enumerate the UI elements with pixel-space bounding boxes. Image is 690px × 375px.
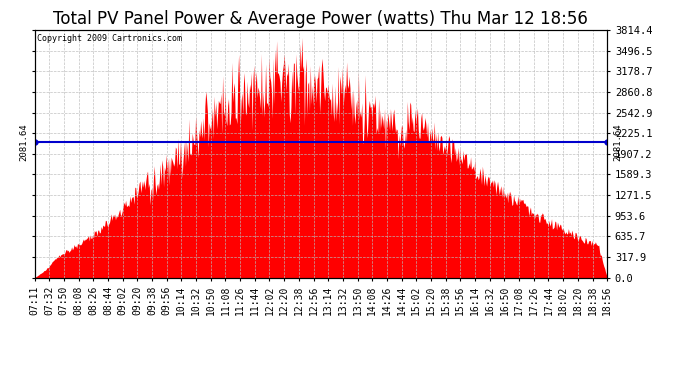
Title: Total PV Panel Power & Average Power (watts) Thu Mar 12 18:56: Total PV Panel Power & Average Power (wa…: [53, 10, 589, 28]
Text: 2081.64: 2081.64: [20, 124, 29, 161]
Text: 2081.64: 2081.64: [613, 124, 622, 161]
Text: Copyright 2009 Cartronics.com: Copyright 2009 Cartronics.com: [37, 34, 182, 43]
